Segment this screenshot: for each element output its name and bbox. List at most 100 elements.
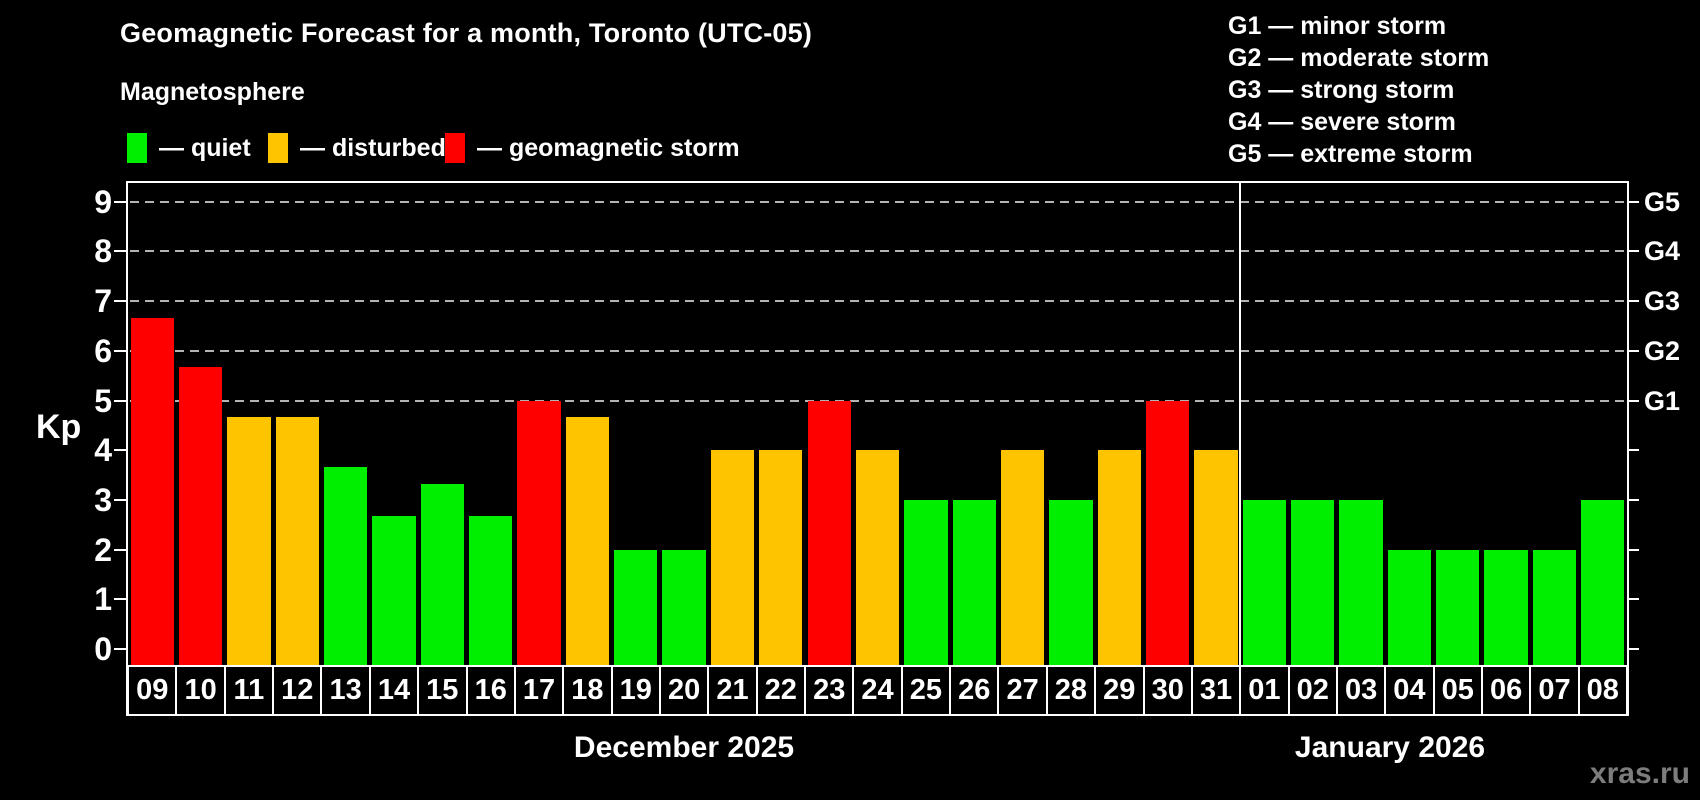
date-label-dec-22: 22 [764, 674, 797, 706]
bar-dec-12 [275, 416, 319, 667]
right-axis-label-g1: G1 [1644, 385, 1681, 416]
bar-dec-17 [517, 400, 561, 667]
gridline-kp-7 [130, 300, 1625, 303]
y-tick-label-8: 8 [94, 233, 112, 270]
y-tick-right-3 [1627, 498, 1639, 501]
bar-dec-11 [227, 416, 271, 667]
date-cell-separator [223, 665, 226, 716]
date-cell-separator [1142, 665, 1145, 716]
date-label-dec-13: 13 [329, 674, 362, 706]
bar-jan-03 [1339, 499, 1383, 667]
bar-jan-07 [1532, 549, 1577, 667]
bar-dec-29 [1097, 450, 1141, 667]
storm-scale-legend: G1 — minor storm G2 — moderate storm G3 … [1228, 10, 1489, 170]
y-tick-right-8 [1627, 250, 1639, 253]
date-cell-separator [1529, 665, 1532, 716]
date-label-dec-14: 14 [377, 674, 411, 706]
bar-dec-16 [469, 516, 513, 667]
date-cell-separator [465, 665, 468, 716]
gridline-kp-5 [130, 399, 1625, 402]
date-row-border-bottom [126, 714, 1629, 716]
date-label-jan-07: 07 [1538, 674, 1571, 706]
date-cell-separator [320, 665, 323, 716]
plot-border-top [126, 181, 1629, 183]
gridline-kp-9 [130, 200, 1625, 203]
date-cell-separator [175, 665, 178, 716]
date-label-dec-18: 18 [571, 674, 604, 706]
y-tick-left-9 [114, 200, 126, 203]
bar-dec-14 [372, 516, 416, 667]
storm-scale-g1: G1 — minor storm [1228, 12, 1447, 40]
date-cell-separator [852, 665, 855, 716]
date-cell-separator [1384, 665, 1387, 716]
date-cell-separator [1287, 665, 1290, 716]
month-label-december: December 2025 [573, 731, 795, 764]
disturbed-color-swatch [268, 133, 288, 163]
bar-dec-10 [178, 367, 223, 667]
date-label-dec-23: 23 [813, 674, 846, 706]
y-tick-left-5 [114, 399, 126, 402]
date-cell-separator [1626, 665, 1628, 716]
bar-dec-20 [662, 549, 706, 667]
date-cell-separator [610, 665, 613, 716]
date-cell-separator [368, 665, 371, 716]
bar-dec-13 [323, 466, 368, 667]
month-separator-line [1239, 183, 1242, 665]
right-axis-label-g4: G4 [1644, 236, 1681, 267]
y-tick-left-2 [114, 548, 126, 551]
plot-border-left [126, 181, 128, 716]
bar-jan-06 [1484, 549, 1528, 667]
date-cell-separator [272, 665, 275, 716]
legend-item-quiet: — quiet [127, 133, 251, 163]
legend-storm-label: — geomagnetic storm [477, 133, 740, 162]
x-axis-line [126, 665, 1629, 667]
quiet-color-swatch [127, 133, 147, 163]
y-tick-label-5: 5 [94, 382, 112, 419]
chart-title: Geomagnetic Forecast for a month, Toront… [120, 18, 813, 48]
date-label-dec-16: 16 [474, 674, 507, 706]
bar-dec-31 [1194, 450, 1238, 667]
date-cell-separator [1094, 665, 1097, 716]
month-label-january: January 2026 [1294, 731, 1486, 764]
legend-disturbed-label: — disturbed [300, 133, 446, 162]
y-tick-right-1 [1627, 598, 1639, 601]
date-label-jan-03: 03 [1344, 674, 1378, 706]
bar-dec-23 [807, 400, 851, 667]
y-tick-left-0 [114, 648, 126, 650]
bar-dec-15 [420, 483, 464, 667]
date-cell-separator [1432, 665, 1435, 716]
date-label-dec-26: 26 [958, 674, 991, 706]
bar-dec-22 [759, 450, 803, 667]
bar-dec-28 [1049, 499, 1093, 667]
date-label-jan-05: 05 [1441, 674, 1474, 706]
date-cell-separator [804, 665, 806, 716]
date-label-jan-02: 02 [1296, 674, 1329, 706]
date-cell-separator [513, 665, 516, 716]
date-label-dec-28: 28 [1054, 674, 1088, 706]
bar-dec-09 [130, 317, 174, 667]
date-cell-separator [658, 665, 661, 716]
date-cell-separator [562, 665, 565, 716]
bar-dec-24 [855, 450, 900, 667]
date-label-dec-25: 25 [909, 674, 943, 706]
bar-jan-05 [1436, 549, 1480, 667]
y-tick-right-9 [1627, 200, 1639, 203]
y-tick-right-7 [1627, 300, 1639, 303]
date-label-dec-09: 09 [136, 674, 169, 706]
legend-item-disturbed: — disturbed [268, 133, 446, 163]
date-label-dec-29: 29 [1103, 674, 1136, 706]
y-tick-label-2: 2 [94, 531, 112, 568]
y-tick-right-4 [1627, 449, 1639, 452]
date-cell-separator [1045, 665, 1048, 716]
legend-quiet-label: — quiet [159, 133, 251, 162]
storm-color-swatch [445, 133, 465, 163]
bar-dec-18 [565, 416, 610, 667]
storm-scale-g5: G5 — extreme storm [1228, 140, 1473, 168]
date-cell-separator [707, 665, 710, 716]
bar-dec-21 [710, 450, 755, 667]
y-tick-left-3 [114, 498, 126, 501]
bar-dec-26 [952, 499, 996, 667]
right-axis-label-g3: G3 [1644, 286, 1681, 317]
y-tick-right-2 [1627, 548, 1639, 551]
